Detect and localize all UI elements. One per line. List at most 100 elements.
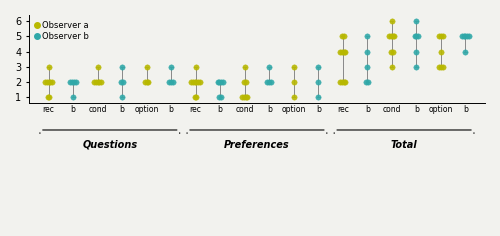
Point bbox=[342, 50, 349, 54]
Point bbox=[167, 65, 175, 69]
Point bbox=[142, 80, 150, 84]
Point bbox=[385, 34, 393, 38]
Point bbox=[217, 96, 225, 99]
Point bbox=[192, 96, 200, 99]
Text: Preferences: Preferences bbox=[224, 140, 290, 150]
Point bbox=[364, 65, 372, 69]
Point bbox=[435, 65, 443, 69]
Point bbox=[68, 80, 76, 84]
Point bbox=[438, 34, 446, 38]
Point bbox=[118, 65, 126, 69]
Point bbox=[290, 65, 298, 69]
Point bbox=[242, 96, 250, 99]
Point bbox=[463, 34, 471, 38]
Point bbox=[196, 80, 204, 84]
Point bbox=[412, 34, 420, 38]
Point bbox=[265, 80, 273, 84]
Point bbox=[191, 80, 199, 84]
Point bbox=[387, 34, 395, 38]
Point bbox=[390, 34, 398, 38]
Point bbox=[44, 80, 52, 84]
Point bbox=[43, 80, 51, 84]
Point bbox=[117, 80, 125, 84]
Point bbox=[192, 80, 200, 84]
Point bbox=[218, 80, 226, 84]
Point bbox=[338, 80, 346, 84]
Point bbox=[362, 80, 370, 84]
Point bbox=[410, 34, 418, 38]
Text: Total: Total bbox=[390, 140, 417, 150]
Point bbox=[437, 50, 445, 54]
Point bbox=[66, 80, 74, 84]
Point bbox=[388, 19, 396, 23]
Point bbox=[188, 80, 196, 84]
Point bbox=[314, 65, 322, 69]
Point bbox=[340, 34, 347, 38]
Point bbox=[216, 96, 224, 99]
Point bbox=[141, 80, 149, 84]
Point bbox=[364, 34, 372, 38]
Point bbox=[364, 80, 372, 84]
Point bbox=[92, 80, 100, 84]
Point bbox=[412, 65, 420, 69]
Point bbox=[240, 65, 248, 69]
Point bbox=[142, 65, 150, 69]
Point bbox=[437, 34, 445, 38]
Point bbox=[69, 96, 77, 99]
Point bbox=[44, 96, 52, 99]
Point bbox=[94, 65, 102, 69]
Point bbox=[144, 80, 152, 84]
Point bbox=[465, 34, 473, 38]
Point bbox=[414, 34, 422, 38]
Point bbox=[336, 50, 344, 54]
Point bbox=[240, 80, 248, 84]
Point bbox=[338, 34, 346, 38]
Point bbox=[48, 80, 56, 84]
Point bbox=[265, 65, 273, 69]
Legend: Observer a, Observer b: Observer a, Observer b bbox=[33, 19, 91, 43]
Point bbox=[169, 80, 177, 84]
Point bbox=[336, 80, 344, 84]
Point bbox=[97, 80, 105, 84]
Point bbox=[242, 80, 250, 84]
Point bbox=[264, 80, 272, 84]
Point bbox=[438, 65, 446, 69]
Point bbox=[192, 65, 200, 69]
Point bbox=[314, 96, 322, 99]
Point bbox=[412, 50, 420, 54]
Point bbox=[167, 80, 175, 84]
Point bbox=[194, 80, 202, 84]
Point bbox=[340, 80, 347, 84]
Point bbox=[387, 50, 395, 54]
Point bbox=[267, 80, 275, 84]
Point bbox=[191, 96, 199, 99]
Point bbox=[342, 80, 349, 84]
Point bbox=[96, 80, 104, 84]
Point bbox=[70, 80, 78, 84]
Point bbox=[290, 96, 298, 99]
Point bbox=[340, 50, 347, 54]
Point bbox=[388, 34, 396, 38]
Point bbox=[119, 80, 127, 84]
Point bbox=[216, 80, 224, 84]
Point bbox=[72, 80, 80, 84]
Point bbox=[166, 80, 173, 84]
Point bbox=[314, 80, 322, 84]
Point bbox=[437, 65, 445, 69]
Point bbox=[214, 80, 222, 84]
Point bbox=[460, 34, 468, 38]
Point bbox=[46, 80, 54, 84]
Point bbox=[462, 50, 469, 54]
Point bbox=[46, 96, 54, 99]
Point bbox=[90, 80, 98, 84]
Point bbox=[458, 34, 466, 38]
Point bbox=[462, 34, 469, 38]
Point bbox=[364, 50, 372, 54]
Point bbox=[338, 50, 346, 54]
Point bbox=[238, 96, 246, 99]
Point bbox=[244, 96, 252, 99]
Point bbox=[41, 80, 49, 84]
Text: Questions: Questions bbox=[82, 140, 138, 150]
Point bbox=[412, 19, 420, 23]
Point bbox=[388, 65, 396, 69]
